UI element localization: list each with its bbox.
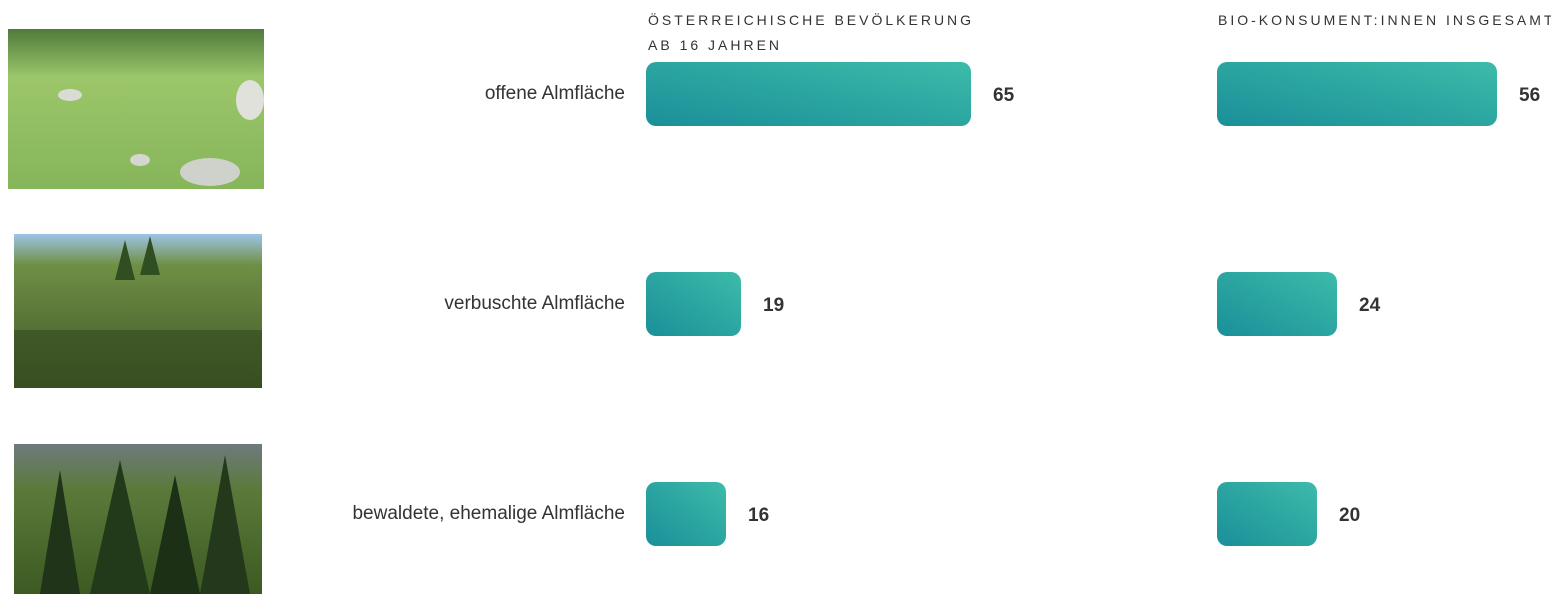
- bar: [646, 272, 741, 336]
- bar: [646, 62, 971, 126]
- series-header: ÖSTERREICHISCHE BEVÖLKERUNG AB 16 JAHREN: [648, 12, 975, 53]
- bar: [646, 482, 726, 546]
- bar: [1217, 482, 1317, 546]
- value-label: 56: [1519, 85, 1540, 106]
- category-label: verbuschte Almfläche: [444, 293, 625, 314]
- category-label: offene Almfläche: [485, 83, 625, 104]
- value-label: 19: [763, 295, 784, 316]
- photo: [14, 234, 262, 388]
- series-header: BIO-KONSUMENT:INNEN INSGESAMT: [1218, 12, 1551, 28]
- photo: [14, 444, 262, 594]
- bar: [1217, 272, 1337, 336]
- value-label: 20: [1339, 505, 1360, 526]
- value-label: 65: [993, 85, 1015, 106]
- photo: [8, 29, 264, 189]
- bar: [1217, 62, 1497, 126]
- category-label: bewaldete, ehemalige Almfläche: [352, 503, 625, 524]
- value-label: 16: [748, 505, 769, 526]
- value-label: 24: [1359, 295, 1381, 316]
